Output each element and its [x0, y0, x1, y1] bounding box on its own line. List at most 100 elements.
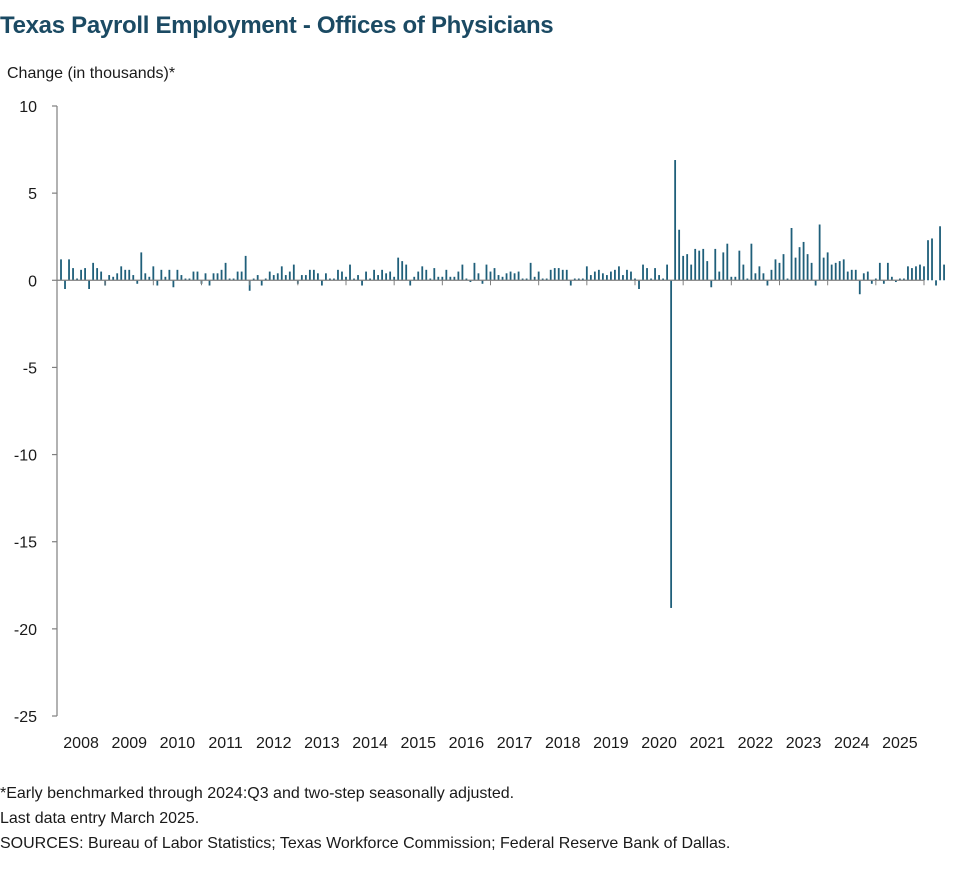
bar — [64, 280, 66, 289]
bar — [397, 257, 400, 281]
bar — [292, 264, 295, 281]
bar — [622, 275, 624, 281]
bar — [308, 269, 311, 281]
y-tick-label: 5 — [28, 186, 37, 203]
bar — [537, 271, 540, 281]
bar — [128, 269, 131, 281]
bar — [92, 262, 95, 281]
bar — [272, 275, 275, 281]
bar — [204, 273, 207, 281]
bar — [100, 271, 103, 281]
bar — [312, 269, 315, 281]
bar — [545, 278, 548, 281]
bar — [666, 264, 668, 281]
bar — [630, 271, 632, 281]
bar — [899, 278, 901, 281]
x-tick-label: 2015 — [400, 735, 436, 752]
bar — [834, 262, 837, 281]
bar — [453, 276, 456, 281]
bar — [112, 276, 115, 281]
bar — [325, 273, 327, 281]
footnote-last-entry: Last data entry March 2025. — [0, 810, 200, 827]
bar — [670, 280, 673, 608]
bar — [722, 252, 725, 281]
bar — [288, 271, 291, 281]
bar — [626, 269, 628, 281]
bar — [529, 262, 532, 281]
x-tick-label: 2014 — [352, 735, 388, 752]
bar — [890, 276, 893, 281]
bar — [244, 255, 247, 281]
bar — [826, 252, 829, 281]
bar — [240, 271, 243, 281]
bar — [830, 264, 833, 281]
bar — [220, 269, 223, 281]
bar — [694, 248, 697, 281]
bar — [618, 266, 620, 281]
y-tick-label: 0 — [28, 273, 37, 290]
bar — [252, 278, 255, 281]
bar — [473, 262, 476, 281]
bar — [549, 269, 552, 281]
bar — [445, 269, 448, 281]
y-tick-label: -15 — [14, 535, 37, 552]
bar — [88, 280, 90, 289]
bar — [698, 250, 701, 281]
bar — [248, 280, 251, 291]
bar — [919, 264, 921, 281]
bar — [377, 275, 379, 281]
bar — [866, 271, 869, 281]
bar — [441, 276, 444, 281]
bar — [461, 264, 464, 281]
bar — [706, 261, 709, 281]
bar — [433, 268, 436, 281]
bar — [678, 229, 681, 281]
bar — [256, 275, 259, 281]
bar — [927, 240, 929, 281]
bar — [642, 264, 644, 281]
bar — [84, 268, 86, 281]
footnote-benchmark: *Early benchmarked through 2024:Q3 and t… — [0, 785, 515, 802]
bar — [903, 278, 905, 281]
bar — [646, 268, 648, 281]
bar — [525, 278, 528, 281]
bar — [858, 280, 861, 295]
bar — [465, 278, 468, 281]
bar — [505, 273, 508, 281]
bar — [561, 269, 564, 281]
x-tick-label: 2011 — [208, 735, 243, 752]
bar — [614, 269, 616, 281]
bar — [573, 278, 576, 281]
x-tick-label: 2021 — [689, 735, 725, 752]
bar — [429, 278, 432, 281]
bar — [497, 275, 500, 281]
bar — [501, 276, 504, 281]
bar — [353, 278, 355, 281]
bar — [786, 278, 789, 281]
bar — [152, 266, 155, 281]
bar — [120, 266, 123, 281]
bar — [140, 252, 143, 281]
bar — [168, 269, 171, 281]
bar — [236, 271, 239, 281]
bar — [357, 275, 359, 281]
bar — [943, 264, 945, 281]
bar — [517, 271, 520, 281]
bar — [60, 259, 62, 281]
bar — [610, 271, 612, 281]
bar — [172, 280, 175, 288]
bar — [345, 276, 347, 281]
bar — [882, 280, 885, 284]
bar — [381, 269, 384, 281]
footnotes: *Early benchmarked through 2024:Q3 and t… — [0, 781, 730, 856]
bar — [417, 271, 420, 281]
bar — [284, 275, 287, 281]
bar — [477, 273, 480, 281]
bar — [911, 268, 913, 281]
bar — [606, 275, 608, 281]
bar — [658, 275, 660, 281]
bar — [148, 276, 151, 281]
bar — [650, 278, 652, 281]
bar — [489, 271, 492, 281]
footnote-sources: SOURCES: Bureau of Labor Statistics; Tex… — [0, 835, 731, 852]
